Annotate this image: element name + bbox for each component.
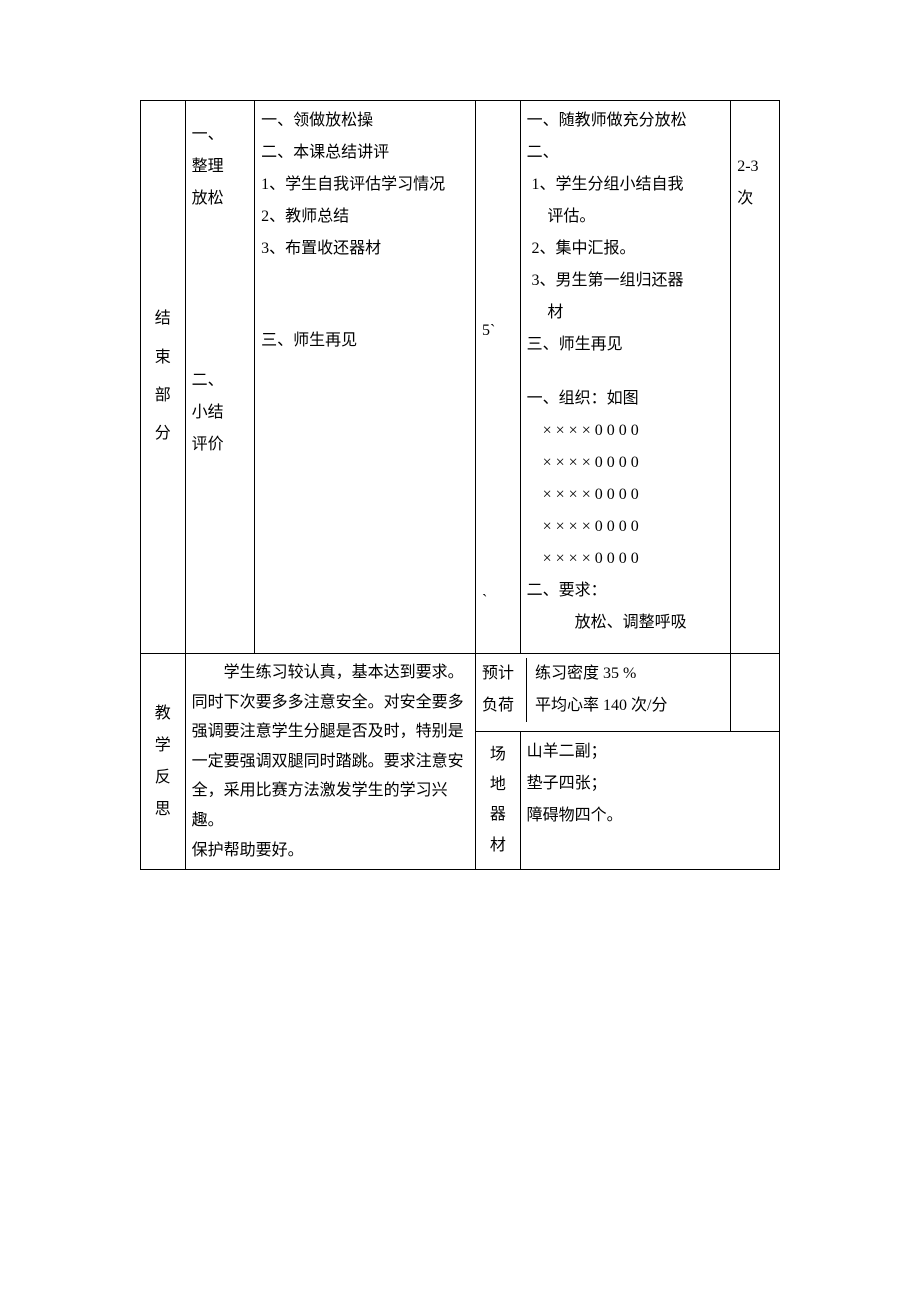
reflection-line: 保护帮助要好。	[192, 836, 469, 866]
activity-line: 三、师生再见	[527, 329, 725, 361]
reflection-line: 强调要注意学生分腿是否及时，特别是	[192, 717, 469, 747]
reflection-line: 学生练习较认真，基本达到要求。	[192, 658, 469, 688]
activity-line: 二、	[527, 137, 725, 169]
subsection-line: 整理	[192, 151, 249, 183]
requirement-title: 二、要求：	[527, 575, 725, 607]
reps-line: 次	[737, 183, 773, 215]
subsection-line: 小结	[192, 397, 249, 429]
activity-line: 三、师生再见	[261, 325, 469, 357]
formation-row: × × × × 0 0 0 0	[527, 447, 725, 479]
teacher-activity-cell: 一、领做放松操 二、本课总结讲评 1、学生自我评估学习情况 2、教师总结 3、布…	[255, 101, 476, 654]
activity-line: 二、本课总结讲评	[261, 137, 469, 169]
venue-char: 场	[482, 740, 514, 770]
subsection-cell: 一、 整理 放松 二、 小结 评价	[185, 101, 255, 654]
predict-label-line: 预计	[482, 658, 526, 690]
section-char: 部	[147, 377, 179, 415]
lesson-plan-table: 结 束 部 分 一、 整理 放松 二、 小结 评价 一、领做放松操 二、本课总结…	[140, 100, 780, 870]
section-char: 分	[147, 415, 179, 453]
label-line: 反思	[147, 762, 179, 826]
reflection-line: 一定要强调双腿同时踏跳。要求注意安	[192, 747, 469, 777]
heartrate-value: 平均心率 140 次/分	[535, 690, 730, 722]
formation-row: × × × × 0 0 0 0	[527, 415, 725, 447]
predict-label-cell: 预计 负荷 练习密度 35 % 平均心率 140 次/分	[476, 654, 731, 732]
reflection-body-cell: 学生练习较认真，基本达到要求。 同时下次要多多注意安全。对安全要多 强调要注意学…	[185, 654, 475, 870]
page-container: 结 束 部 分 一、 整理 放松 二、 小结 评价 一、领做放松操 二、本课总结…	[0, 0, 920, 930]
formation-row: × × × × 0 0 0 0	[527, 543, 725, 575]
reflection-line: 同时下次要多多注意安全。对安全要多	[192, 688, 469, 718]
reflection-label-cell: 教学 反思	[141, 654, 186, 870]
activity-line: 1、学生自我评估学习情况	[261, 169, 469, 201]
activity-line: 3、男生第一组归还器	[527, 265, 725, 297]
label-line: 教学	[147, 698, 179, 762]
organization-title: 一、组织：如图	[527, 383, 725, 415]
subsection-line: 二、	[192, 365, 249, 397]
venue-char: 材	[482, 831, 514, 861]
section-label-cell: 结 束 部 分	[141, 101, 186, 654]
activity-line: 3、布置收还器材	[261, 233, 469, 265]
reps-cell: 2-3 次	[731, 101, 780, 654]
venue-line: 垫子四张；	[527, 768, 773, 800]
subsection-line: 评价	[192, 429, 249, 461]
requirement-body: 放松、调整呼吸	[527, 607, 725, 639]
activity-line: 2、教师总结	[261, 201, 469, 233]
venue-line: 障碍物四个。	[527, 800, 773, 832]
venue-line: 山羊二副；	[527, 736, 773, 768]
reps-line: 2-3	[737, 151, 773, 183]
table-row: 结 束 部 分 一、 整理 放松 二、 小结 评价 一、领做放松操 二、本课总结…	[141, 101, 780, 654]
venue-body-cell: 山羊二副； 垫子四张； 障碍物四个。	[520, 731, 779, 870]
activity-line: 1、学生分组小结自我	[527, 169, 725, 201]
activity-line: 一、领做放松操	[261, 105, 469, 137]
subsection-line: 放松	[192, 183, 249, 215]
student-activity-cell: 一、随教师做充分放松 二、 1、学生分组小结自我 评估。 2、集中汇报。 3、男…	[520, 101, 731, 654]
venue-label-cell: 场 地 器 材	[476, 731, 521, 870]
table-row: 教学 反思 学生练习较认真，基本达到要求。 同时下次要多多注意安全。对安全要多 …	[141, 654, 780, 732]
time-value: 5`	[482, 315, 514, 347]
predict-label-line: 负荷	[482, 690, 526, 722]
activity-line: 材	[527, 297, 725, 329]
activity-line: 一、随教师做充分放松	[527, 105, 725, 137]
empty-cell	[731, 654, 780, 732]
venue-char: 器	[482, 800, 514, 830]
subsection-line: 一、	[192, 119, 249, 151]
density-value: 练习密度 35 %	[535, 658, 730, 690]
activity-line: 评估。	[527, 201, 725, 233]
formation-row: × × × × 0 0 0 0	[527, 511, 725, 543]
venue-char: 地	[482, 770, 514, 800]
section-char: 结	[147, 300, 179, 338]
activity-line: 2、集中汇报。	[527, 233, 725, 265]
reflection-line: 全，采用比赛方法激发学生的学习兴趣。	[192, 776, 469, 835]
time-cell: 5` `	[476, 101, 521, 654]
time-mark: `	[482, 585, 514, 617]
section-char: 束	[147, 339, 179, 377]
formation-row: × × × × 0 0 0 0	[527, 479, 725, 511]
